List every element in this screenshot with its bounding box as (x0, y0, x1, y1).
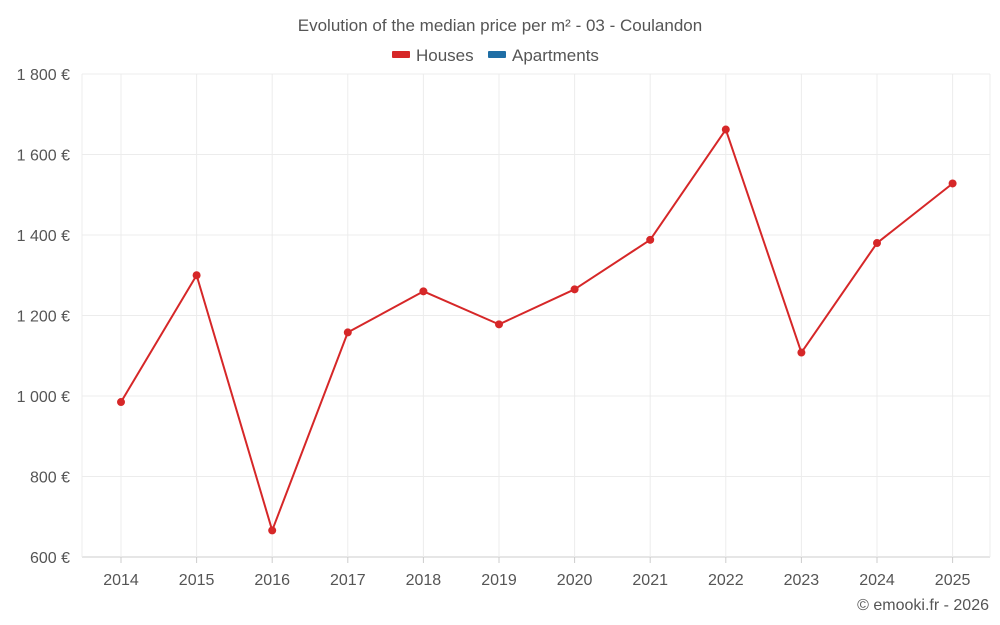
x-axis: 2014 2015 2016 2017 2018 2019 2020 2021 2022 2023… (103, 557, 970, 589)
data-point-houses[interactable] (268, 526, 277, 535)
y-tick-label: 1 000 € (17, 389, 70, 406)
x-tick-label: 2018 (406, 572, 442, 589)
x-tick-label: 2022 (708, 572, 744, 589)
legend-item-houses[interactable]: Houses (392, 46, 474, 65)
legend-swatch-apartments (488, 51, 506, 58)
x-tick-label: 2014 (103, 572, 139, 589)
data-point-houses[interactable] (797, 348, 806, 357)
legend-label-houses: Houses (416, 46, 474, 65)
legend-swatch-houses (392, 51, 410, 58)
credit-text: © emooki.fr - 2026 (857, 597, 989, 614)
x-tick-label: 2016 (254, 572, 290, 589)
series (117, 125, 957, 535)
grid (81, 73, 991, 558)
x-tick-label: 2024 (859, 572, 895, 589)
data-point-houses[interactable] (570, 285, 579, 294)
legend-label-apartments: Apartments (512, 46, 599, 65)
y-tick-label: 1 600 € (17, 148, 70, 165)
y-tick-label: 1 800 € (17, 67, 70, 84)
x-tick-label: 2019 (481, 572, 517, 589)
y-tick-label: 800 € (30, 470, 70, 487)
legend: Houses Apartments (392, 46, 599, 65)
x-tick-label: 2021 (632, 572, 668, 589)
data-point-houses[interactable] (495, 320, 503, 329)
x-tick-label: 2020 (557, 572, 593, 589)
x-tick-label: 2025 (935, 572, 971, 589)
data-point-houses[interactable] (117, 398, 125, 407)
series-line-houses (120, 128, 954, 532)
chart-title: Evolution of the median price per m² - 0… (298, 16, 702, 35)
data-point-houses[interactable] (419, 287, 428, 296)
y-tick-label: 1 200 € (17, 309, 70, 326)
y-tick-label: 1 400 € (17, 228, 70, 245)
legend-item-apartments[interactable]: Apartments (488, 46, 599, 65)
y-tick-label: 600 € (30, 550, 70, 567)
data-point-houses[interactable] (948, 179, 957, 188)
data-point-houses[interactable] (192, 271, 201, 280)
x-tick-label: 2023 (784, 572, 820, 589)
data-point-houses[interactable] (343, 328, 352, 337)
data-point-houses[interactable] (721, 125, 730, 134)
x-tick-label: 2017 (330, 572, 366, 589)
y-axis: 600 € 800 € 1 000 € 1 200 € 1 400 € 1 600 € 1 … (17, 67, 70, 567)
data-point-houses[interactable] (646, 235, 655, 244)
x-tick-label: 2015 (179, 572, 215, 589)
data-point-houses[interactable] (873, 239, 881, 248)
